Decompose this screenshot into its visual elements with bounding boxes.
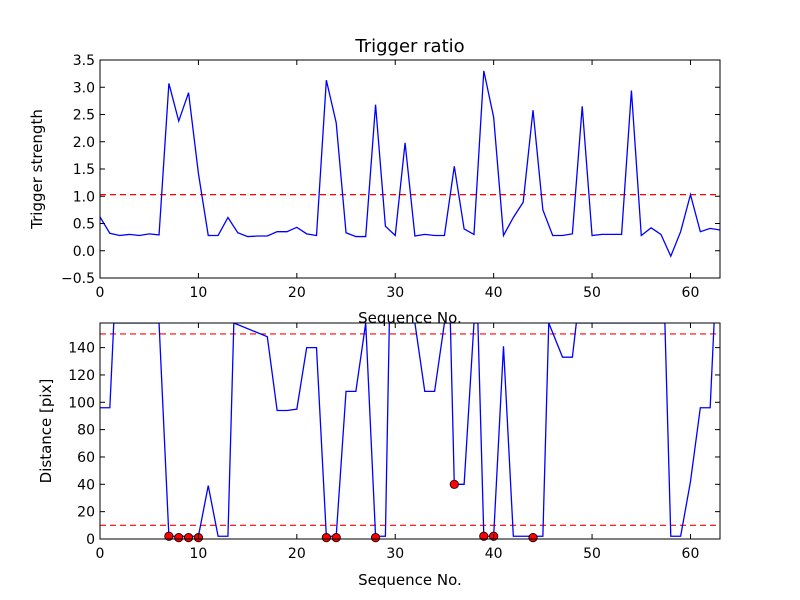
- bottom-data-point: [174, 533, 184, 543]
- bottom-y-tick-label: 100: [68, 395, 95, 411]
- bottom-chart: 0 10 20 30 40 50 60 0 20 40 60 80 100 120 140 Sequence…: [37, 322, 721, 589]
- top-y-tick-label: 0.0: [73, 244, 95, 260]
- top-y-tick-label: 2.5: [73, 108, 95, 124]
- bottom-x-tick-label: 50: [583, 546, 601, 562]
- bottom-y-tick-label: 80: [77, 423, 95, 439]
- bottom-data-point: [370, 533, 381, 543]
- bottom-data-point: [449, 479, 459, 489]
- top-plot-frame: [99, 59, 721, 279]
- bottom-x-axis-label: Sequence No.: [358, 571, 462, 589]
- bottom-x-tick-label: 30: [386, 546, 404, 562]
- top-x-tick-label: 0: [96, 285, 105, 301]
- bottom-data-point: [479, 531, 489, 541]
- bottom-y-tick-label: 0: [86, 532, 95, 548]
- top-x-tick-label: 20: [288, 285, 306, 301]
- bottom-data-point: [331, 533, 341, 543]
- bottom-x-tick-label: 60: [682, 546, 700, 562]
- bottom-x-tick-label: 20: [288, 546, 306, 562]
- bottom-data-point: [321, 533, 331, 543]
- bottom-plot-frame: [99, 322, 721, 540]
- top-series-line: [100, 70, 720, 258]
- bottom-x-tick-label: 0: [96, 546, 105, 562]
- top-x-tick-label: 60: [682, 285, 700, 301]
- bottom-y-axis-label: Distance [pix]: [37, 379, 55, 484]
- top-y-tick-label: 0.5: [73, 217, 95, 233]
- top-x-tick-label: 30: [386, 285, 404, 301]
- top-chart: Trigger ratio 0 10 20 30 40 50 60 −0.5 0.0 0.5 1.0…: [28, 36, 721, 327]
- bottom-y-tick-label: 40: [77, 477, 95, 493]
- top-x-axis-label: Sequence No.: [358, 309, 462, 327]
- top-x-tick-label: 10: [189, 285, 207, 301]
- top-y-tick-label: 1.0: [73, 189, 95, 205]
- bottom-data-point: [183, 533, 194, 543]
- top-x-tick-label: 40: [485, 285, 503, 301]
- bottom-x-tick-label: 40: [485, 546, 503, 562]
- bottom-data-point: [164, 531, 174, 541]
- top-y-tick-label: 2.0: [73, 135, 95, 151]
- top-chart-title: Trigger ratio: [354, 36, 464, 57]
- top-y-tick-label: 3.5: [73, 53, 95, 69]
- bottom-series-line: [100, 323, 715, 537]
- bottom-y-tick-label: 20: [77, 505, 95, 521]
- bottom-y-tick-label: 120: [68, 368, 95, 384]
- top-y-axis-label: Trigger strength: [28, 109, 46, 230]
- bottom-x-tick-label: 10: [189, 546, 207, 562]
- bottom-data-point: [528, 533, 538, 543]
- top-y-tick-label: −0.5: [61, 271, 95, 287]
- bottom-y-tick-label: 60: [77, 450, 95, 466]
- top-y-tick-label: 3.0: [73, 80, 95, 96]
- top-x-tick-label: 50: [583, 285, 601, 301]
- bottom-y-tick-label: 140: [68, 341, 95, 357]
- top-y-tick-label: 1.5: [73, 162, 95, 178]
